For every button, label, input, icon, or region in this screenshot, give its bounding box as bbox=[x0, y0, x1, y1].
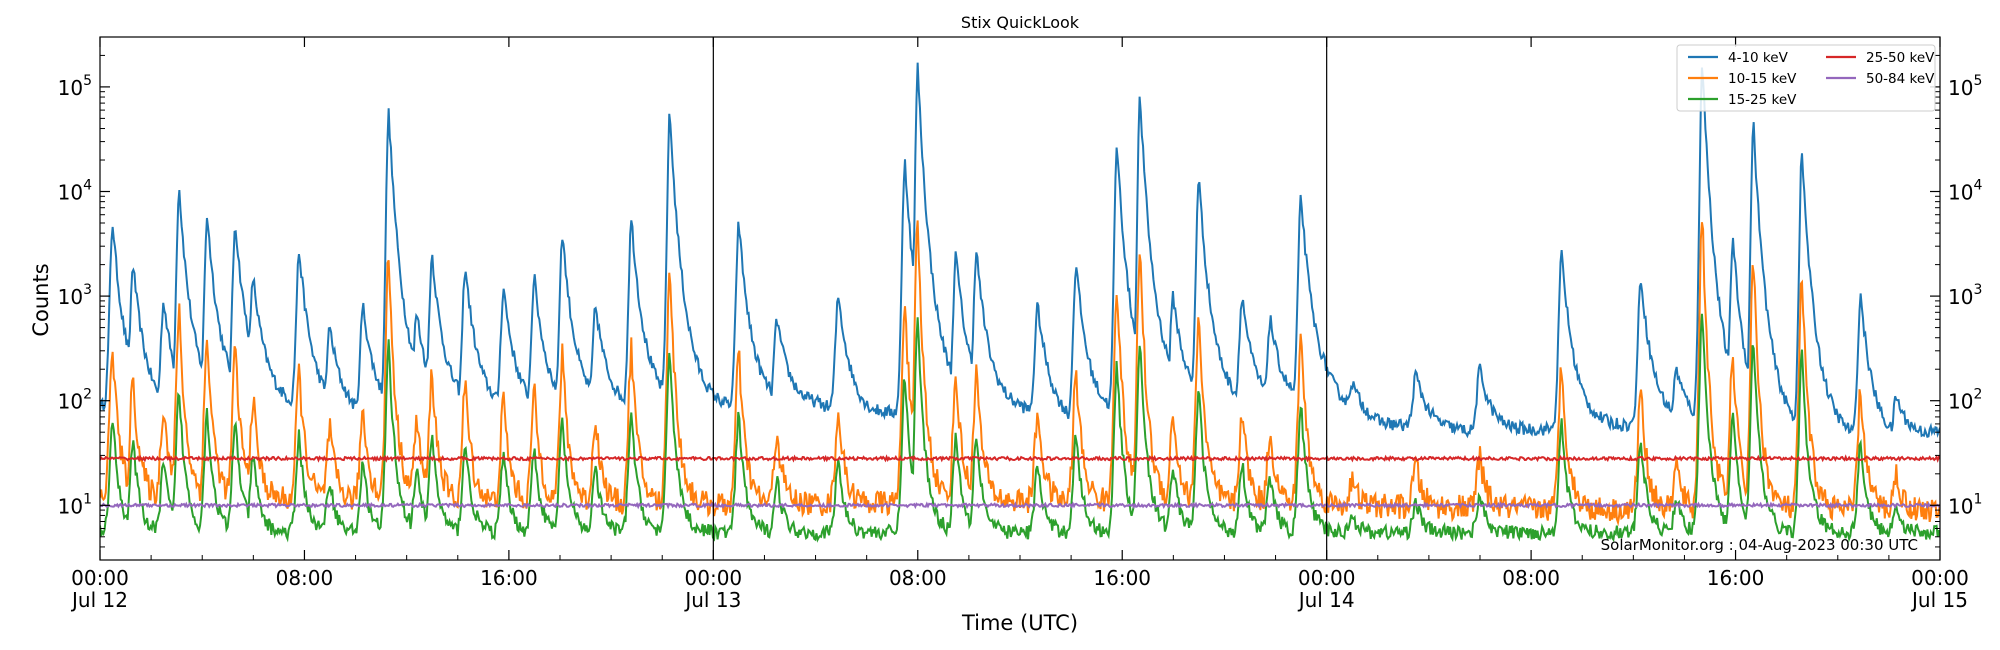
legend-label: 15-25 keV bbox=[1728, 92, 1797, 108]
y-tick-exponent: 4 bbox=[1973, 178, 1982, 194]
legend-label: 50-84 keV bbox=[1866, 71, 1935, 87]
x-tick-label: 00:00 bbox=[71, 566, 129, 590]
series-line-10-15-keV bbox=[100, 220, 1940, 527]
y-tick-base: 10 bbox=[58, 390, 83, 414]
y-tick-base: 10 bbox=[58, 494, 83, 518]
y-tick-label-right: 102 bbox=[1948, 387, 1982, 414]
y-tick-exponent: 4 bbox=[83, 178, 92, 194]
y-tick-label-left: 103 bbox=[58, 282, 92, 309]
day-boundaries bbox=[712, 37, 1328, 560]
x-tick-date-label: Jul 13 bbox=[683, 588, 741, 612]
x-tick-label: 16:00 bbox=[1093, 566, 1151, 590]
y-tick-label-left: 101 bbox=[58, 491, 92, 518]
y-tick-base: 10 bbox=[58, 76, 83, 100]
y-tick-label-right: 101 bbox=[1948, 491, 1982, 518]
y-tick-label-right: 103 bbox=[1948, 282, 1982, 309]
y-tick-label-right: 105 bbox=[1948, 73, 1982, 100]
y-tick-label-left: 105 bbox=[58, 73, 92, 100]
series-line-25-50-keV bbox=[100, 454, 1940, 463]
y-tick-exponent: 2 bbox=[83, 387, 92, 403]
y-tick-label-left: 102 bbox=[58, 387, 92, 414]
legend-label: 25-50 keV bbox=[1866, 50, 1935, 66]
x-tick-label: 16:00 bbox=[1707, 566, 1765, 590]
legend: 4-10 keV 10-15 keV 15-25 keV 25-50 keV 50-84… bbox=[1676, 44, 1936, 112]
x-tick-label: 16:00 bbox=[480, 566, 538, 590]
y-tick-base: 10 bbox=[1948, 285, 1973, 309]
y-tick-label-right: 104 bbox=[1948, 178, 1982, 205]
x-tick-label: 00:00 bbox=[1911, 566, 1969, 590]
y-tick-base: 10 bbox=[1948, 390, 1973, 414]
y-tick-label-left: 104 bbox=[58, 178, 92, 205]
y-tick-exponent: 5 bbox=[1973, 73, 1982, 89]
y-tick-exponent: 2 bbox=[1973, 387, 1982, 403]
series-line-15-25-keV bbox=[100, 313, 1940, 543]
x-tick-label: 00:00 bbox=[685, 566, 743, 590]
x-tick-date-label: Jul 14 bbox=[1297, 588, 1355, 612]
x-axis-label: Time (UTC) bbox=[961, 611, 1078, 635]
y-tick-base: 10 bbox=[1948, 494, 1973, 518]
legend-box bbox=[1676, 44, 1936, 112]
series-line-4-10-keV bbox=[100, 62, 1940, 439]
y-tick-exponent: 5 bbox=[83, 73, 92, 89]
y-tick-base: 10 bbox=[1948, 181, 1973, 205]
legend-label: 10-15 keV bbox=[1728, 71, 1797, 87]
x-tick-date-label: Jul 12 bbox=[70, 588, 128, 612]
y-tick-exponent: 3 bbox=[83, 282, 92, 298]
y-tick-exponent: 1 bbox=[1973, 491, 1982, 507]
y-tick-base: 10 bbox=[58, 181, 83, 205]
y-tick-base: 10 bbox=[1948, 76, 1973, 100]
series-layer bbox=[100, 62, 1940, 543]
series-line-50-84-keV bbox=[100, 501, 1940, 510]
y-tick-exponent: 3 bbox=[1973, 282, 1982, 298]
y-axis-label: Counts bbox=[29, 263, 53, 336]
chart-title: Stix QuickLook bbox=[961, 13, 1080, 32]
x-tick-label: 00:00 bbox=[1298, 566, 1356, 590]
x-tick-date-label: Jul 15 bbox=[1910, 588, 1968, 612]
y-tick-base: 10 bbox=[58, 285, 83, 309]
x-tick-label: 08:00 bbox=[889, 566, 947, 590]
y-tick-exponent: 1 bbox=[83, 491, 92, 507]
x-tick-label: 08:00 bbox=[1502, 566, 1560, 590]
legend-label: 4-10 keV bbox=[1728, 50, 1789, 66]
source-annotation: SolarMonitor.org : 04-Aug-2023 00:30 UTC bbox=[1601, 536, 1918, 554]
x-tick-label: 08:00 bbox=[276, 566, 334, 590]
